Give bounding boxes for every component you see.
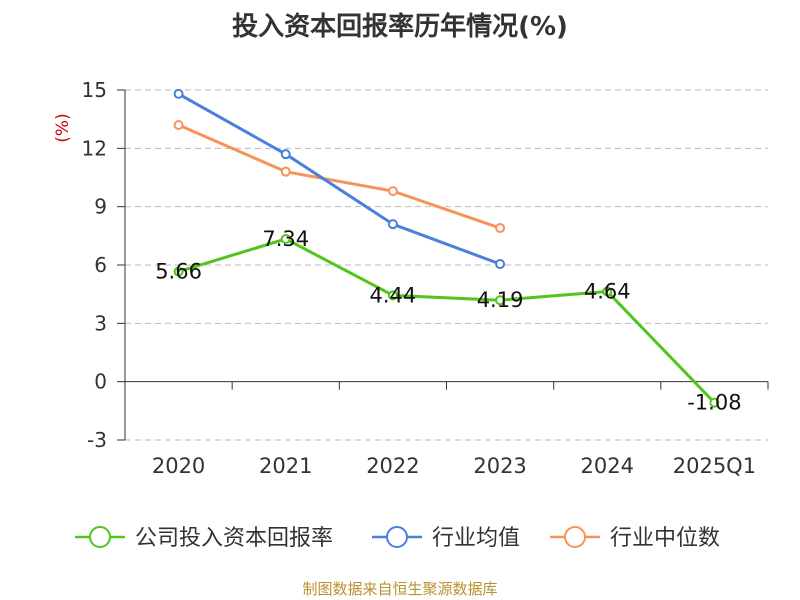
data-point[interactable] <box>173 88 184 99</box>
y-tick-label: 3 <box>94 311 107 335</box>
x-tick-label: 2024 <box>581 454 634 478</box>
data-label: 7.34 <box>262 227 309 251</box>
series-line <box>177 123 501 230</box>
data-label: -1.08 <box>687 391 741 415</box>
legend-marker <box>564 526 586 548</box>
data-point[interactable] <box>709 397 720 408</box>
y-tick-label: -3 <box>87 428 107 452</box>
series-line <box>178 237 716 404</box>
data-point[interactable] <box>495 295 506 306</box>
y-tick-label: 0 <box>94 370 107 394</box>
x-tick-label: 2023 <box>473 454 526 478</box>
data-label: 4.44 <box>370 283 417 307</box>
legend-item[interactable]: 公司投入资本回报率 <box>75 526 333 551</box>
axes: -3 0 3 6 9 12 15 2020 2021 2022 2023 2024 2025Q1 (%) <box>53 78 769 478</box>
data-point[interactable] <box>387 186 398 197</box>
data-point[interactable] <box>387 290 398 301</box>
y-tick-label: 12 <box>82 136 107 160</box>
x-tick-label: 2025Q1 <box>673 454 756 478</box>
grid-lines <box>125 89 768 441</box>
source-note: 制图数据来自恒生聚源数据库 <box>302 580 498 598</box>
data-point[interactable] <box>495 223 506 234</box>
data-point[interactable] <box>280 149 291 160</box>
legend-item[interactable]: 行业均值 <box>372 526 520 551</box>
data-label: 5.66 <box>155 260 202 284</box>
data-point[interactable] <box>495 259 506 270</box>
legend[interactable]: 公司投入资本回报率 行业均值 行业中位数 <box>75 526 720 551</box>
chart-title: 投入资本回报率历年情况(%) <box>232 12 568 42</box>
data-label: 4.64 <box>584 279 631 303</box>
data-label: 4.19 <box>477 288 524 312</box>
legend-item[interactable]: 行业中位数 <box>550 526 720 551</box>
data-point[interactable] <box>280 233 291 244</box>
y-tick-label: 15 <box>82 78 107 102</box>
data-labels: 5.66 7.34 4.44 4.19 4.64 -1.08 <box>155 227 741 415</box>
legend-marker <box>386 526 408 548</box>
y-tick-label: 6 <box>94 253 107 277</box>
data-point[interactable] <box>173 266 184 277</box>
data-point[interactable] <box>280 166 291 177</box>
x-tick-label: 2020 <box>152 454 205 478</box>
legend-label: 公司投入资本回报率 <box>135 526 333 551</box>
legend-marker <box>89 526 111 548</box>
x-tick-label: 2021 <box>259 454 312 478</box>
legend-label: 行业均值 <box>432 526 520 551</box>
data-point[interactable] <box>173 120 184 130</box>
data-point[interactable] <box>387 219 398 230</box>
x-tick-label: 2022 <box>366 454 419 478</box>
legend-label: 行业中位数 <box>610 526 720 551</box>
series-lines <box>173 88 720 408</box>
y-tick-label: 9 <box>94 195 107 219</box>
data-point[interactable] <box>602 286 613 297</box>
series-line <box>177 92 501 266</box>
y-axis-unit: (%) <box>53 113 73 142</box>
